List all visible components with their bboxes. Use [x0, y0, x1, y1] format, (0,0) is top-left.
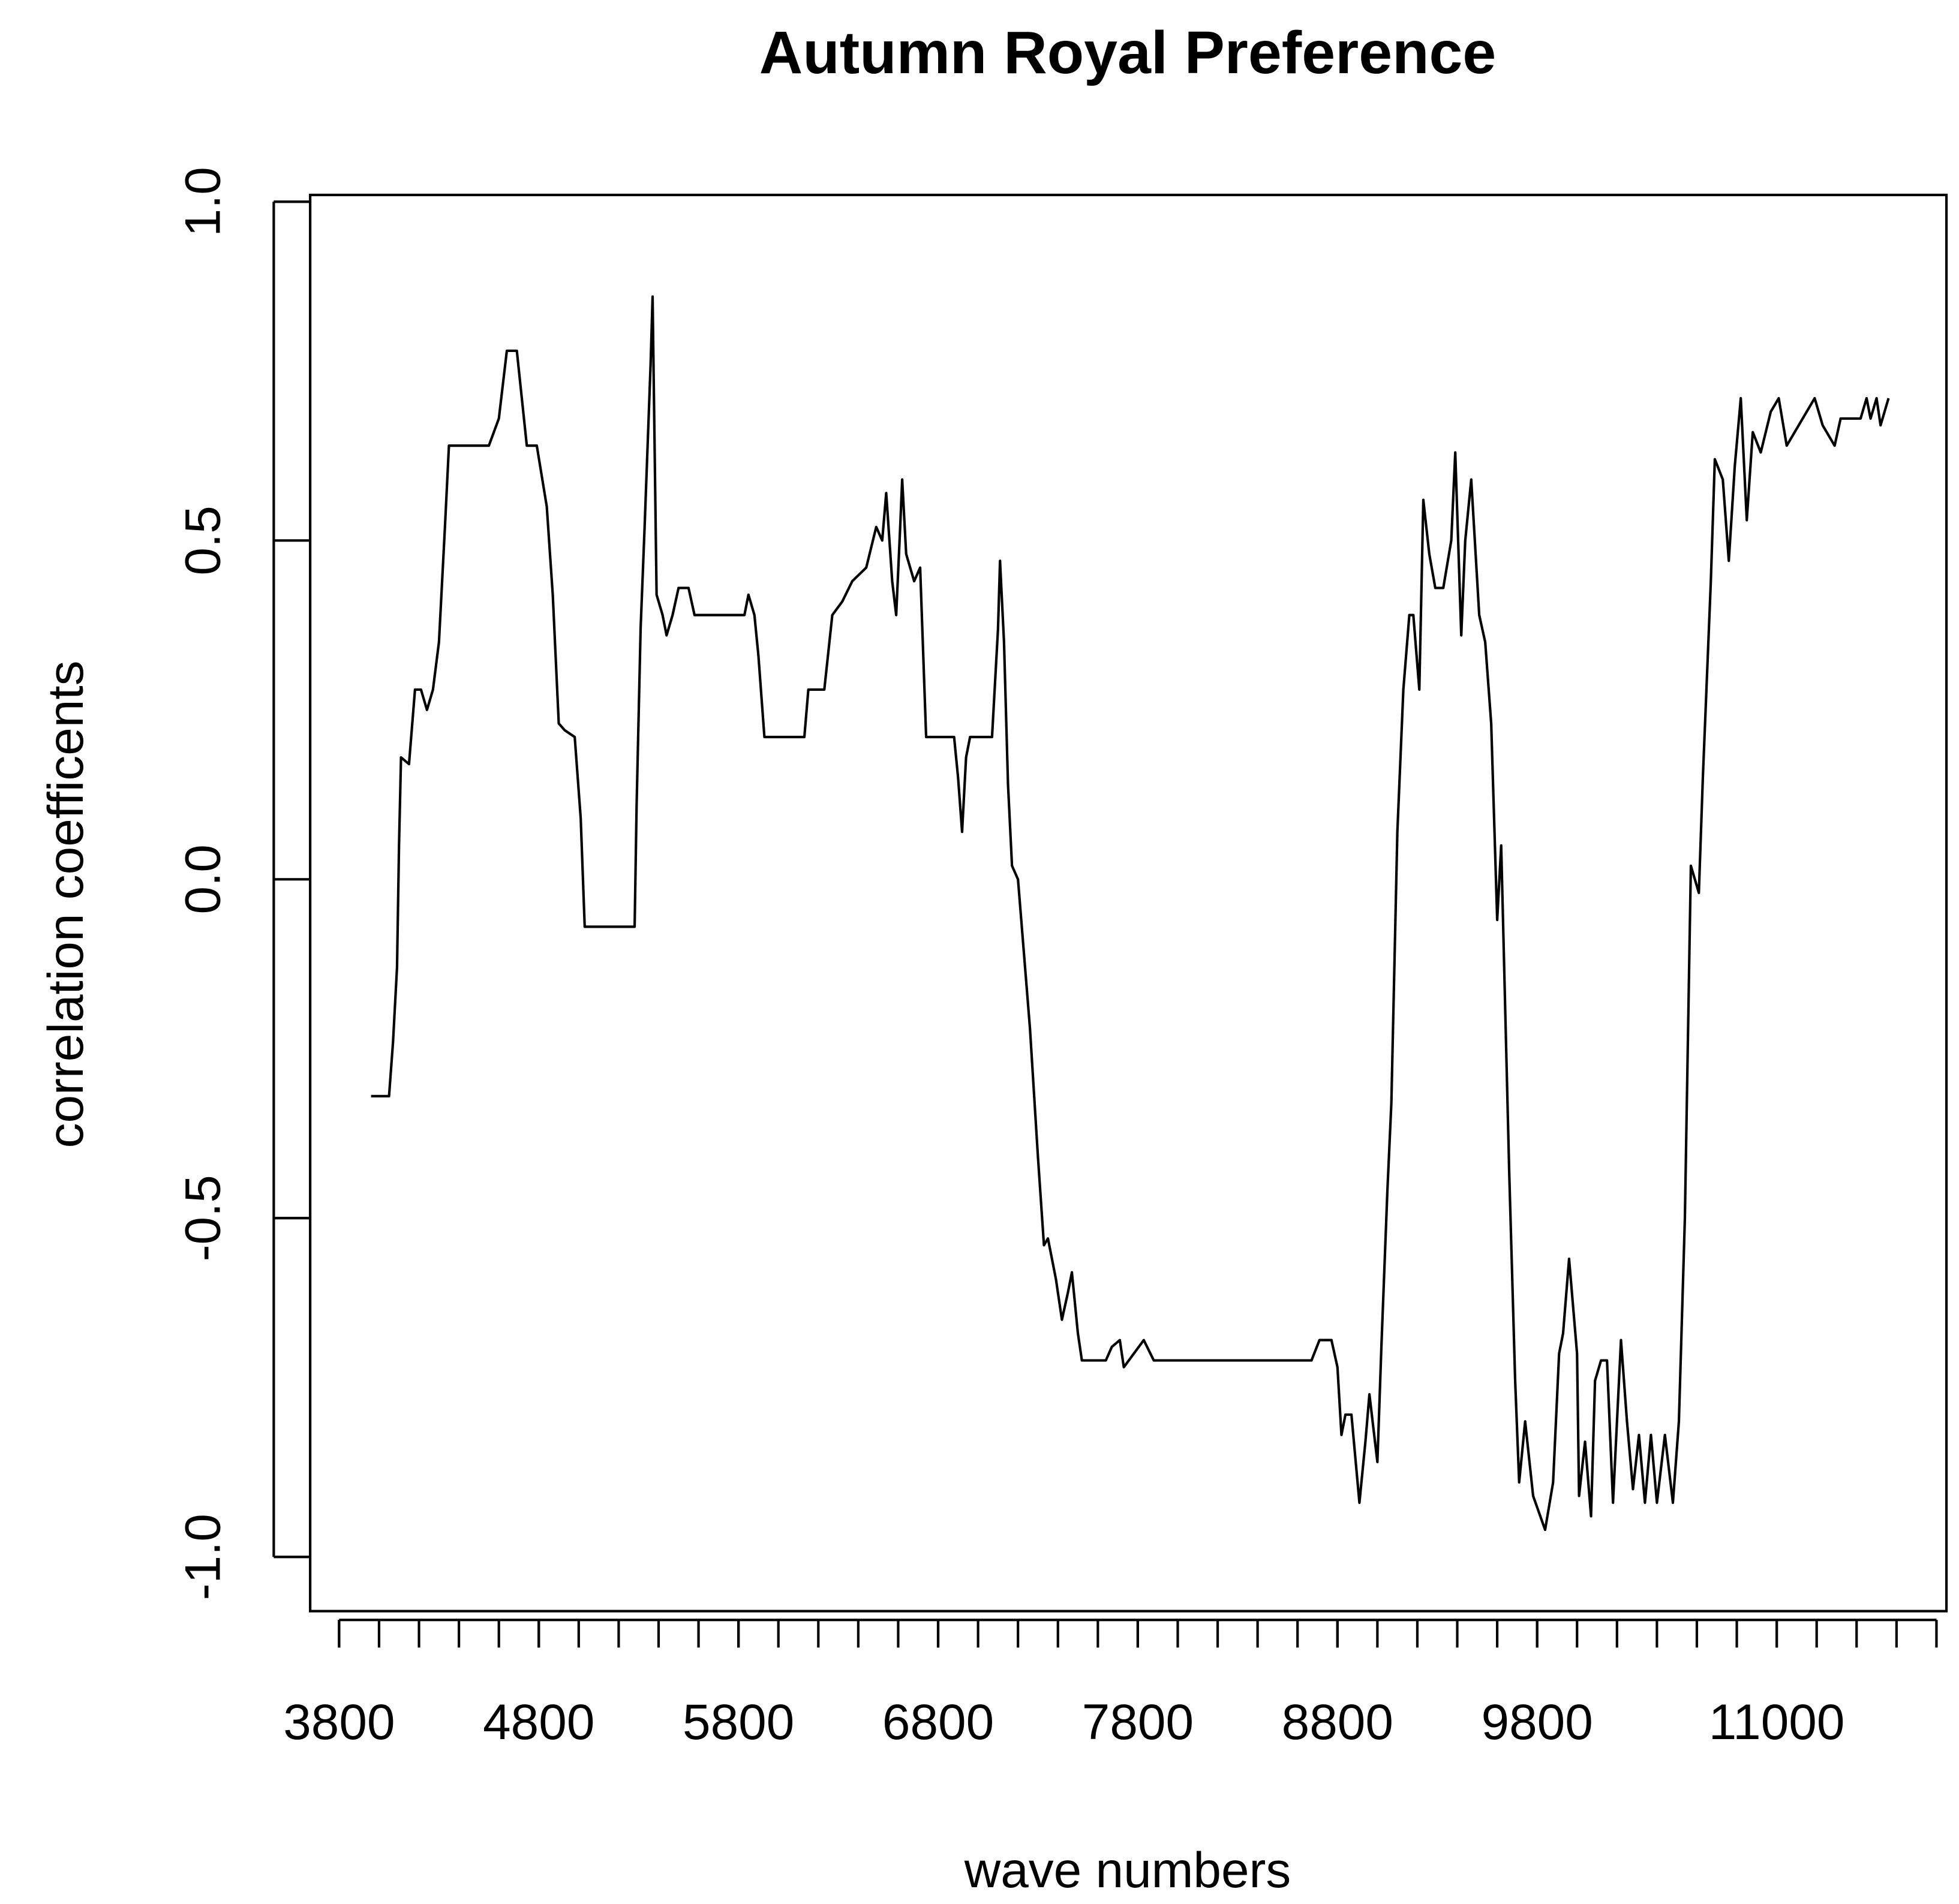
x-tick-label: 11000: [1709, 1694, 1845, 1750]
x-tick-label: 9800: [1482, 1694, 1593, 1750]
x-tick-label: 7800: [1082, 1694, 1194, 1750]
x-axis-label: wave numbers: [964, 1842, 1291, 1898]
y-tick-label: -0.5: [174, 1175, 230, 1261]
y-tick-label: -1.0: [174, 1514, 230, 1600]
x-tick-label: 3800: [283, 1694, 395, 1750]
y-tick-label: 0.0: [174, 844, 230, 914]
y-axis-label: correlation coefficents: [37, 660, 94, 1148]
x-tick-label: 5800: [683, 1694, 794, 1750]
x-tick-label: 8800: [1282, 1694, 1393, 1750]
data-line: [371, 295, 1890, 1532]
x-tick-label: 6800: [882, 1694, 994, 1750]
x-tick-label: 4800: [483, 1694, 594, 1750]
y-tick-label: 1.0: [174, 167, 230, 236]
plot-frame: [309, 193, 1948, 1613]
y-tick-label: 0.5: [174, 506, 230, 575]
chart-title: Autumn Royal Preference: [759, 19, 1496, 86]
